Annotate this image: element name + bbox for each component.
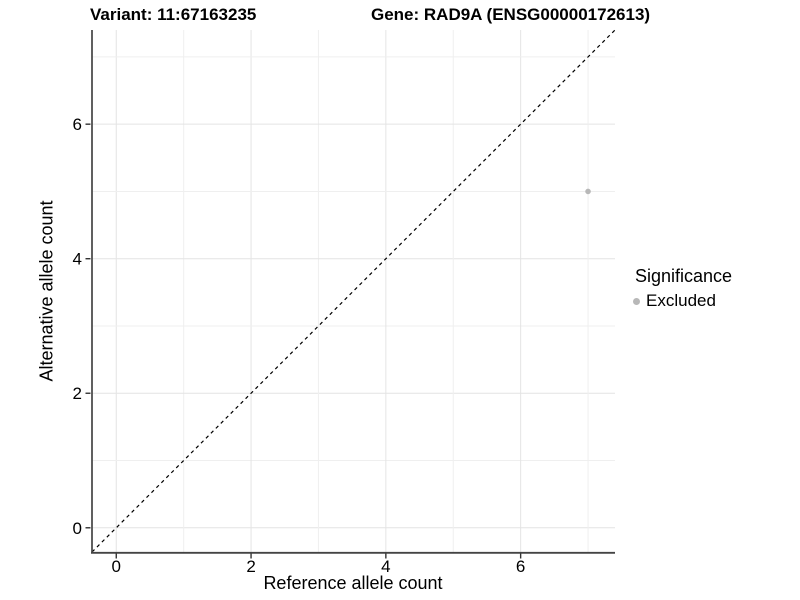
y-tick-label: 6 (73, 115, 82, 134)
x-tick-label: 6 (516, 557, 525, 576)
y-tick-label: 0 (73, 519, 82, 538)
legend: Significance Excluded (633, 266, 732, 311)
plot-title-variant: Variant: 11:67163235 (90, 5, 257, 24)
legend-key-dot (633, 297, 640, 305)
y-tick-label: 4 (73, 250, 82, 269)
x-tick-label: 0 (112, 557, 121, 576)
legend-title: Significance (635, 266, 733, 286)
legend-item-label: Excluded (646, 291, 716, 310)
y-axis-title: Alternative allele count (36, 200, 57, 382)
data-point (585, 188, 591, 195)
legend-item-excluded: Excluded (633, 291, 732, 311)
x-tick-label: 4 (381, 557, 390, 576)
plot-title-gene: Gene: RAD9A (ENSG00000172613) (371, 5, 651, 24)
identity-dashed-line (91, 29, 616, 553)
y-tick-label: 2 (73, 384, 82, 403)
x-tick-label: 2 (246, 557, 255, 576)
x-axis-title: Reference allele count (263, 573, 443, 593)
